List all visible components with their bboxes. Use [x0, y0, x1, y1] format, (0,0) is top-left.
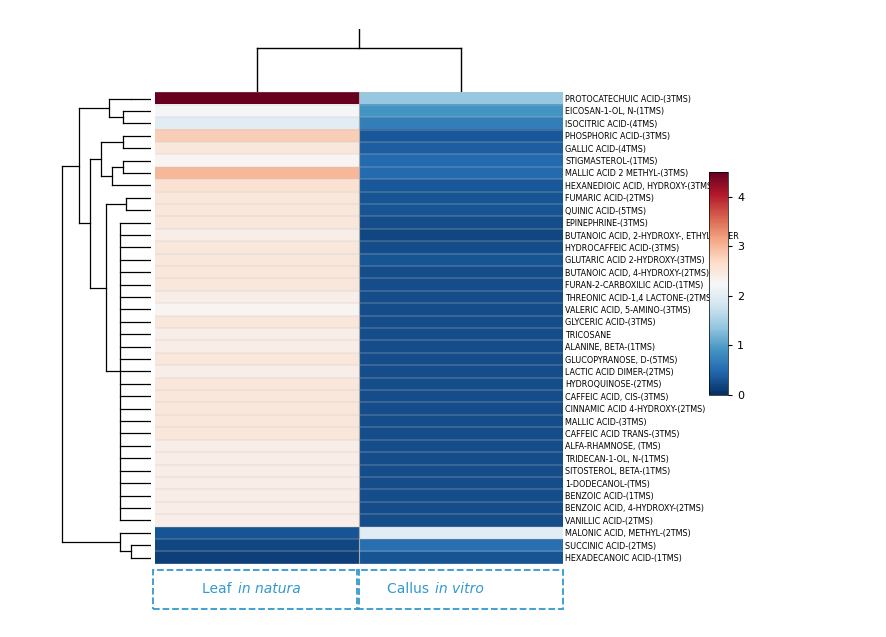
Text: Callus: Callus — [386, 582, 433, 596]
Text: Leaf: Leaf — [202, 582, 236, 596]
Text: in natura: in natura — [237, 582, 300, 596]
Text: in vitro: in vitro — [435, 582, 484, 596]
